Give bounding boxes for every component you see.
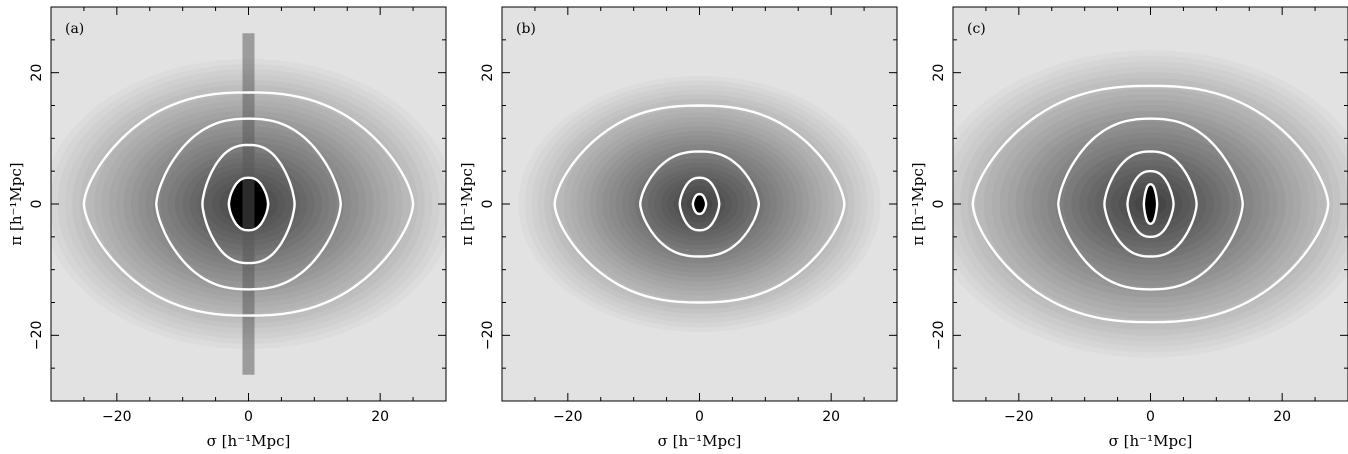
contour-line-5 (971, 84, 1330, 324)
panel-label: (c) (967, 21, 986, 37)
y-tick-label: 20 (480, 64, 496, 82)
contour-line-3 (1103, 150, 1198, 258)
contour-line-2 (1126, 169, 1175, 239)
contour-line-4 (553, 104, 846, 304)
density-peak (1144, 183, 1157, 225)
panel-a: −20 0 20 −20 0 20 (a) σ [h⁻¹Mpc] π [h⁻¹Mpc] (7, 6, 447, 450)
panel-label: (a) (65, 21, 84, 37)
x-tick-label: 0 (1146, 409, 1155, 425)
panel-c: −20 0 20 −20 0 20 (c) σ [h⁻¹Mpc] π [h⁻¹Mpc] (909, 6, 1348, 450)
panel-b: −20 0 20 −20 0 20 (b) σ [h⁻¹Mpc] π [h⁻¹Mpc] (458, 6, 898, 450)
x-tick-label: −20 (553, 409, 583, 425)
finger-of-god (242, 33, 255, 375)
y-tick-label: −20 (29, 321, 45, 351)
y-axis-label: π [h⁻¹Mpc] (458, 162, 476, 245)
contour-line-3 (155, 117, 342, 291)
contour-line-4 (82, 91, 415, 317)
y-tick-label: 20 (931, 64, 947, 82)
y-tick-label: −20 (931, 321, 947, 351)
x-axis-label: σ [h⁻¹Mpc] (1109, 432, 1193, 450)
x-tick-label: 20 (822, 409, 840, 425)
contour-line-1 (227, 176, 270, 232)
x-axis-label: σ [h⁻¹Mpc] (207, 432, 291, 450)
x-tick-label: 0 (244, 409, 253, 425)
panel-label: (b) (516, 21, 536, 37)
contour-line-3 (639, 150, 760, 258)
contour-line-4 (1057, 117, 1244, 291)
y-axis-label: π [h⁻¹Mpc] (909, 162, 927, 245)
contour-line-2 (678, 176, 721, 232)
x-tick-label: −20 (1004, 409, 1034, 425)
y-axis-label: π [h⁻¹Mpc] (7, 162, 25, 245)
y-tick-label: 0 (29, 200, 45, 209)
x-tick-label: 0 (695, 409, 704, 425)
y-tick-label: −20 (480, 321, 496, 351)
x-tick-label: −20 (102, 409, 132, 425)
x-tick-label: 20 (1273, 409, 1291, 425)
y-tick-label: 0 (931, 200, 947, 209)
x-axis-label: σ [h⁻¹Mpc] (658, 432, 742, 450)
y-tick-label: 0 (480, 200, 496, 209)
density-peak (693, 193, 706, 215)
contour-line-2 (201, 143, 296, 265)
x-tick-label: 20 (371, 409, 389, 425)
contour-line-1 (1142, 183, 1159, 225)
y-tick-label: 20 (29, 64, 45, 82)
contour-line-1 (691, 192, 708, 216)
